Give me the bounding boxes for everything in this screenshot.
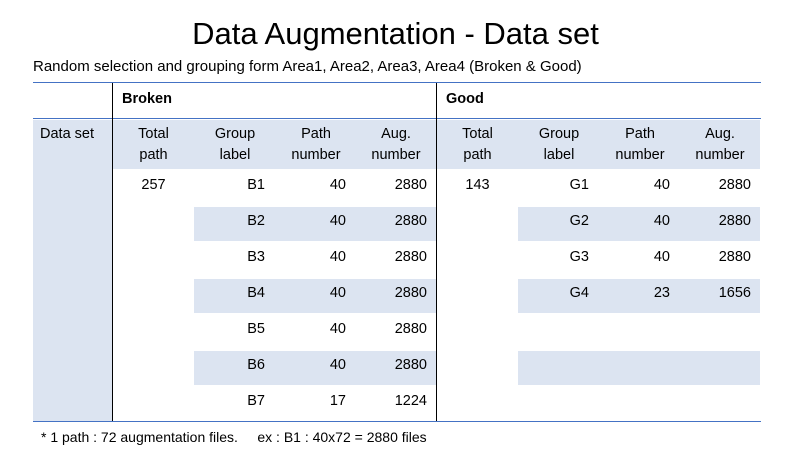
table-top-border (33, 82, 761, 83)
band-good-6 (518, 351, 760, 385)
group-divider (436, 83, 437, 421)
good-col-total-path: Total path (462, 126, 493, 163)
page-subtitle: Random selection and grouping form Area1… (33, 58, 582, 75)
good-row-2-aug: 2880 (718, 213, 751, 229)
good-row-4-label: G4 (569, 285, 589, 301)
broken-row-3-label: B3 (247, 249, 265, 265)
good-row-4-aug: 1656 (718, 285, 751, 301)
band-good-4 (518, 279, 760, 313)
broken-row-7-path: 17 (329, 393, 346, 409)
broken-row-3-aug: 2880 (394, 249, 427, 265)
table-bottom-border (33, 421, 761, 422)
broken-row-2-label: B2 (247, 213, 265, 229)
broken-row-4-label: B4 (247, 285, 265, 301)
good-col-aug-number: Aug. number (695, 126, 745, 163)
good-row-3-path: 40 (653, 249, 670, 265)
broken-col-aug-number: Aug. number (371, 126, 421, 163)
broken-row-6-aug: 2880 (394, 357, 427, 373)
row-header-data-set: Data set (40, 126, 94, 142)
broken-row-5-label: B5 (247, 321, 265, 337)
broken-row-1-label: B1 (247, 177, 265, 193)
broken-row-7-aug: 1224 (394, 393, 427, 409)
good-row-3-label: G3 (569, 249, 589, 265)
broken-row-7-label: B7 (247, 393, 265, 409)
broken-col-total-path: Total path (138, 126, 169, 163)
good-col-path-number: Path number (615, 126, 665, 163)
broken-row-3-path: 40 (329, 249, 346, 265)
broken-row-1-path: 40 (329, 177, 346, 193)
broken-col-path-number: Path number (291, 126, 341, 163)
broken-row-2-aug: 2880 (394, 213, 427, 229)
good-row-2-path: 40 (653, 213, 670, 229)
page-title: Data Augmentation - Data set (192, 16, 599, 51)
band-good-2 (518, 207, 760, 241)
broken-row-4-aug: 2880 (394, 285, 427, 301)
good-row-1-label: G1 (569, 177, 589, 193)
good-col-group-label: Group label (538, 126, 580, 163)
good-header: Good (446, 91, 484, 107)
broken-row-4-path: 40 (329, 285, 346, 301)
row-header-fill (33, 120, 112, 422)
broken-row-6-label: B6 (247, 357, 265, 373)
broken-col-group-label: Group label (214, 126, 256, 163)
band-broken-2 (194, 207, 436, 241)
band-broken-4 (194, 279, 436, 313)
broken-row-6-path: 40 (329, 357, 346, 373)
broken-header: Broken (122, 91, 172, 107)
good-total-path-value: 143 (465, 177, 490, 193)
broken-row-5-path: 40 (329, 321, 346, 337)
good-row-1-aug: 2880 (718, 177, 751, 193)
broken-row-5-aug: 2880 (394, 321, 427, 337)
row-header-divider (112, 83, 113, 421)
good-row-2-label: G2 (569, 213, 589, 229)
broken-row-2-path: 40 (329, 213, 346, 229)
broken-total-path-value: 257 (141, 177, 166, 193)
footnote: * 1 path : 72 augmentation files. ex : B… (41, 429, 427, 445)
band-broken-6 (194, 351, 436, 385)
good-row-4-path: 23 (653, 285, 670, 301)
header-divider (33, 118, 761, 119)
good-row-3-aug: 2880 (718, 249, 751, 265)
good-row-1-path: 40 (653, 177, 670, 193)
broken-row-1-aug: 2880 (394, 177, 427, 193)
